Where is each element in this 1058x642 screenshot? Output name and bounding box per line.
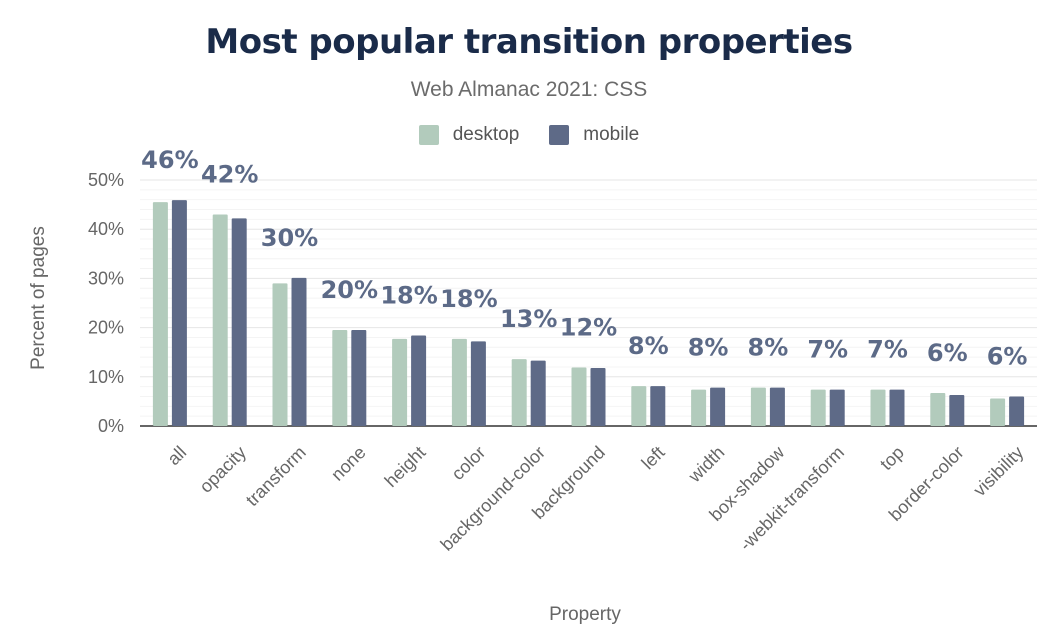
bar-mobile-width[interactable] bbox=[710, 387, 726, 426]
data-label: 20% bbox=[321, 276, 378, 304]
legend-swatch-desktop bbox=[418, 125, 439, 145]
data-label: 7% bbox=[807, 336, 848, 364]
x-tick-label: height bbox=[381, 442, 430, 491]
bar-desktop-color[interactable] bbox=[451, 338, 467, 426]
y-axis-title: Percent of pages bbox=[28, 226, 49, 370]
x-tick-label: background-color bbox=[437, 442, 549, 554]
bar-mobile-background[interactable] bbox=[590, 367, 606, 426]
chart-subtitle: Web Almanac 2021: CSS bbox=[410, 78, 648, 101]
bar-desktop-left[interactable] bbox=[631, 386, 647, 426]
bar-desktop-box-shadow[interactable] bbox=[750, 387, 766, 426]
bar-mobile-border-color[interactable] bbox=[949, 395, 965, 426]
bar-mobile-opacity[interactable] bbox=[231, 218, 247, 426]
bar-desktop-top[interactable] bbox=[870, 389, 886, 426]
bar-mobile-all[interactable] bbox=[171, 200, 187, 426]
bar-desktop-border-color[interactable] bbox=[930, 393, 946, 426]
bar-mobile-transform[interactable] bbox=[291, 277, 307, 426]
legend-label-desktop: desktop bbox=[452, 124, 520, 145]
x-tick-label: left bbox=[638, 442, 669, 473]
chart-title: Most popular transition properties bbox=[205, 22, 853, 62]
bar-mobile-visibility[interactable] bbox=[1009, 396, 1025, 426]
data-label: 18% bbox=[440, 285, 497, 313]
bar-mobile-color[interactable] bbox=[470, 341, 486, 426]
bar-desktop-width[interactable] bbox=[691, 389, 707, 426]
data-label: 8% bbox=[688, 334, 729, 362]
bar-mobile-background-color[interactable] bbox=[530, 360, 546, 426]
legend-swatch-mobile bbox=[549, 125, 570, 145]
bar-desktop-height[interactable] bbox=[392, 338, 408, 426]
data-label: 6% bbox=[987, 342, 1028, 370]
legend-label-mobile: mobile bbox=[583, 124, 640, 145]
data-label: 13% bbox=[500, 305, 557, 333]
bar-desktop-opacity[interactable] bbox=[212, 214, 228, 426]
data-label: 7% bbox=[867, 336, 908, 364]
x-tick-label: transform bbox=[242, 442, 310, 510]
bar-desktop-visibility[interactable] bbox=[990, 398, 1006, 426]
x-tick-label: visibility bbox=[969, 442, 1027, 500]
bar-mobile-height[interactable] bbox=[411, 335, 427, 426]
bar-desktop-all[interactable] bbox=[152, 202, 168, 426]
legend-item-desktop[interactable]: desktop bbox=[418, 124, 520, 146]
data-label: 8% bbox=[628, 332, 669, 360]
y-tick-label: 10% bbox=[88, 367, 124, 387]
data-label: 6% bbox=[927, 339, 968, 367]
data-label: 30% bbox=[261, 224, 318, 252]
bar-desktop-none[interactable] bbox=[332, 330, 348, 426]
x-tick-label: none bbox=[327, 442, 369, 484]
y-tick-label: 20% bbox=[88, 318, 124, 338]
data-label: 46% bbox=[141, 146, 198, 174]
bar-mobile--webkit-transform[interactable] bbox=[829, 389, 845, 426]
legend-item-mobile[interactable]: mobile bbox=[549, 124, 639, 146]
x-tick-label: -webkit-transform bbox=[736, 442, 848, 554]
x-tick-label: color bbox=[448, 442, 490, 484]
x-axis-title: Property bbox=[549, 604, 621, 625]
data-label: 12% bbox=[560, 313, 617, 341]
bar-mobile-left[interactable] bbox=[650, 386, 666, 426]
x-tick-label: width bbox=[684, 442, 729, 487]
x-tick-label: all bbox=[163, 442, 190, 469]
bar-desktop-background-color[interactable] bbox=[511, 359, 527, 426]
bar-desktop-background[interactable] bbox=[571, 367, 587, 426]
x-tick-label: opacity bbox=[196, 442, 250, 496]
y-tick-label: 0% bbox=[98, 416, 124, 436]
bar-mobile-top[interactable] bbox=[889, 389, 905, 426]
x-tick-label: top bbox=[876, 442, 908, 474]
data-label: 18% bbox=[380, 281, 437, 309]
y-tick-label: 40% bbox=[88, 219, 124, 239]
data-label: 42% bbox=[201, 160, 258, 188]
bar-mobile-none[interactable] bbox=[351, 330, 367, 426]
y-tick-label: 50% bbox=[88, 170, 124, 190]
y-tick-label: 30% bbox=[88, 268, 124, 288]
bar-mobile-box-shadow[interactable] bbox=[769, 387, 785, 426]
data-label: 8% bbox=[748, 334, 789, 362]
bar-desktop--webkit-transform[interactable] bbox=[810, 389, 826, 426]
chart-legend: desktop mobile bbox=[0, 124, 1058, 146]
bar-desktop-transform[interactable] bbox=[272, 283, 288, 426]
